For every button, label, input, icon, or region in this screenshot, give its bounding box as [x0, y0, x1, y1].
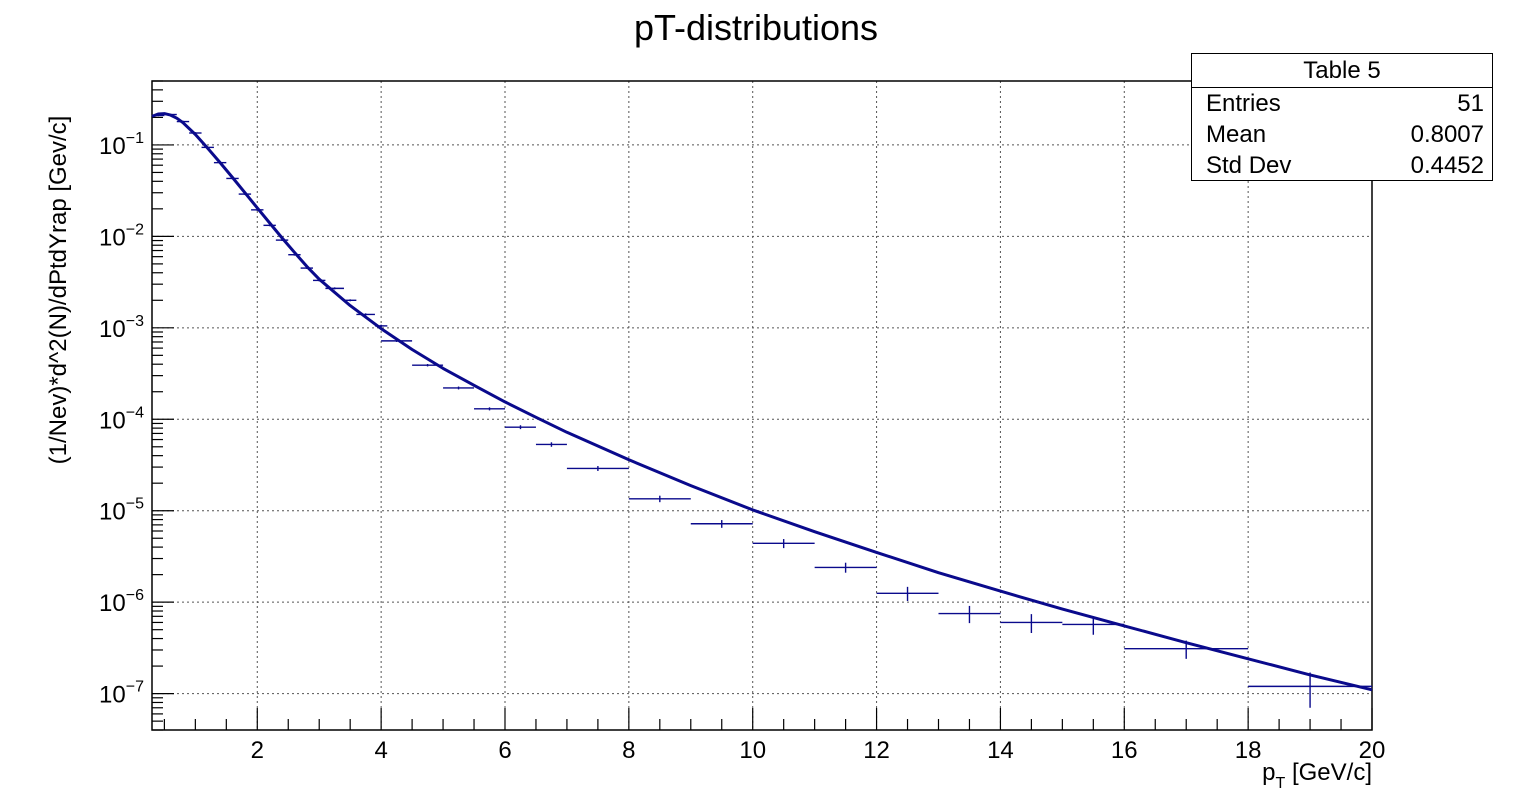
x-tick-label: 20 [1359, 737, 1386, 764]
stats-row-entries: Entries 51 [1192, 88, 1492, 119]
data-point [1062, 616, 1125, 635]
data-point [504, 425, 536, 430]
stats-title: Table 5 [1192, 54, 1492, 88]
x-tick-label: 2 [251, 737, 264, 764]
chart-title: pT-distributions [634, 7, 878, 48]
stats-value: 51 [1457, 90, 1484, 117]
x-axis: 2 4 6 8 10 12 14 16 18 20 [163, 708, 1386, 764]
data-point [474, 407, 505, 411]
data-point [938, 605, 1001, 624]
x-tick-label: 10 [739, 737, 766, 764]
data-point [814, 562, 877, 573]
x-tick-label: 14 [987, 737, 1014, 764]
stats-row-mean: Mean 0.8007 [1192, 119, 1492, 150]
x-tick-label: 4 [374, 737, 387, 764]
data-point [535, 442, 567, 447]
stats-row-stddev: Std Dev 0.4452 [1192, 150, 1492, 181]
y-tick-label: 10−6 [99, 587, 144, 617]
x-tick-label: 16 [1111, 737, 1138, 764]
fit-curve-line [151, 112, 1373, 692]
data-point [1248, 672, 1372, 708]
x-tick-label: 8 [622, 737, 635, 764]
y-tick-label: 10−3 [99, 313, 144, 343]
data-points [152, 113, 1372, 708]
x-axis-label-sub: T [1276, 775, 1286, 792]
y-axis: 10−1 10−2 10−3 10−4 10−5 10−6 10−7 [99, 80, 174, 731]
fit-curve [151, 112, 1373, 692]
data-point [566, 466, 629, 471]
data-point [356, 313, 375, 316]
data-point [628, 495, 691, 503]
stats-box: Table 5 Entries 51 Mean 0.8007 Std Dev 0… [1191, 53, 1493, 181]
stats-label: Std Dev [1206, 152, 1292, 179]
data-point [1000, 614, 1063, 634]
data-point [876, 586, 939, 601]
x-tick-label: 18 [1235, 737, 1262, 764]
x-tick-label: 6 [498, 737, 511, 764]
stats-value: 0.8007 [1410, 121, 1484, 148]
y-tick-label: 10−1 [99, 130, 144, 160]
y-tick-label: 10−5 [99, 496, 144, 526]
y-axis-label: (1/Nev)*d^2(N)/dPtdYrap [Gev/c] [45, 116, 72, 465]
x-axis-label-rest: [GeV/c] [1285, 759, 1372, 786]
plot-border [151, 80, 1373, 731]
stats-value: 0.4452 [1410, 152, 1484, 179]
x-axis-label: pT [GeV/c] [1262, 759, 1372, 792]
stats-label: Entries [1206, 90, 1281, 117]
plot-grid [152, 81, 1372, 730]
data-point [690, 520, 753, 528]
y-tick-label: 10−7 [99, 679, 144, 709]
stats-label: Mean [1206, 121, 1267, 148]
x-axis-label-main: p [1262, 759, 1275, 786]
data-point [443, 386, 475, 390]
y-tick-label: 10−2 [99, 221, 144, 251]
data-point [752, 539, 815, 549]
y-tick-label: 10−4 [99, 404, 144, 434]
plot-frame [151, 80, 1373, 731]
x-tick-label: 12 [863, 737, 890, 764]
